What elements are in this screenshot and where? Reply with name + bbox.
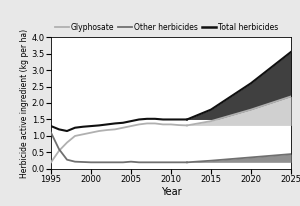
Legend: Glyphosate, Other herbicides, Total herbicides: Glyphosate, Other herbicides, Total herb…	[55, 23, 278, 32]
X-axis label: Year: Year	[161, 187, 181, 197]
Y-axis label: Herbicide active ingredient (kg per ha): Herbicide active ingredient (kg per ha)	[20, 28, 29, 178]
